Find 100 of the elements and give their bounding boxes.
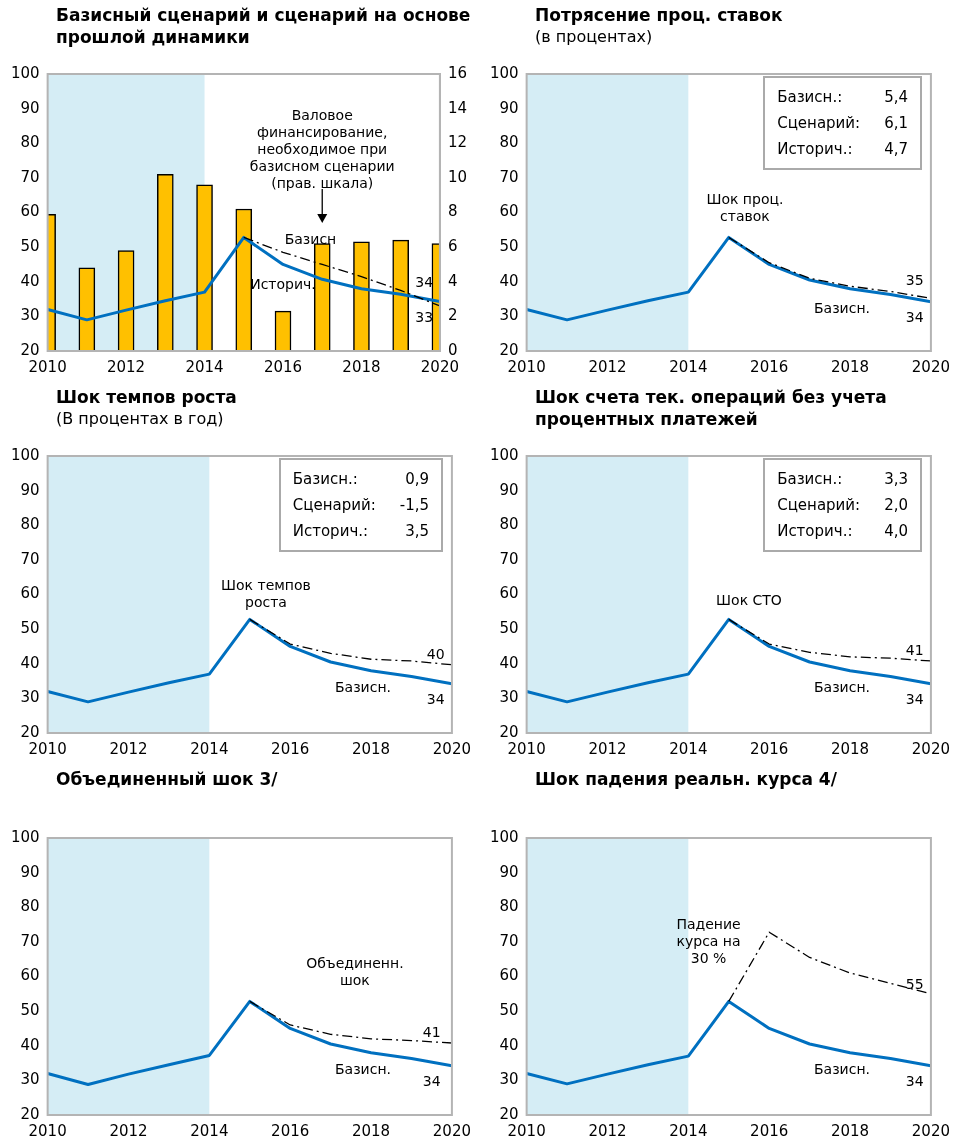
y-tick-label: 80 xyxy=(499,515,519,534)
y-tick-label: 20 xyxy=(499,1104,519,1123)
y-tick-label: 80 xyxy=(20,515,40,534)
x-tick-label: 2018 xyxy=(342,357,381,376)
y2-tick-label: 4 xyxy=(447,271,458,290)
y-tick-label: 20 xyxy=(499,340,519,359)
annotation: 34 xyxy=(422,1072,441,1089)
annotation: 41 xyxy=(422,1024,441,1041)
annotation: 34 xyxy=(905,1072,924,1089)
chart-subtitle: (в процентах) xyxy=(535,26,654,48)
x-tick-label: 2010 xyxy=(507,357,546,376)
x-tick-label: 2020 xyxy=(432,1121,472,1140)
chart-title: Шок счета тек. операций без учета процентных платежей xyxy=(535,386,888,430)
x-tick-label: 2014 xyxy=(190,1121,229,1140)
y-tick-label: 60 xyxy=(20,584,40,603)
y-tick-label: 40 xyxy=(499,653,519,672)
y-tick-label: 90 xyxy=(20,862,40,881)
annotation: 34 xyxy=(905,308,924,325)
y-tick-label: 40 xyxy=(20,653,40,672)
annotation: Базисн. xyxy=(813,300,870,317)
y2-tick-label: 0 xyxy=(447,340,458,359)
x-tick-label: 2020 xyxy=(432,739,472,758)
x-tick-label: 2012 xyxy=(588,739,627,758)
annotation: Валовое финансирование, необходимое при базисном сценарии (прав. шкала) xyxy=(249,107,395,192)
y-tick-label: 70 xyxy=(20,549,40,568)
x-tick-label: 2018 xyxy=(830,739,870,758)
y-tick-label: 40 xyxy=(499,1035,519,1054)
x-tick-label: 2020 xyxy=(911,739,951,758)
y-tick-label: 90 xyxy=(499,862,519,881)
y-tick-label: 90 xyxy=(499,480,519,499)
annotation: Объединенн. шок xyxy=(306,955,404,989)
line-series xyxy=(728,618,931,662)
y-tick-label: 60 xyxy=(20,202,40,221)
x-tick-label: 2020 xyxy=(420,357,460,376)
y-tick-label: 30 xyxy=(499,306,519,325)
y-tick-label: 70 xyxy=(499,549,519,568)
chart-title: Объединенный шок 3/ xyxy=(56,768,279,790)
annotation: Базисн. xyxy=(334,1060,391,1077)
y-tick-label: 50 xyxy=(20,1001,40,1020)
y-tick-label: 60 xyxy=(499,584,519,603)
y-tick-label: 50 xyxy=(499,619,519,638)
y-tick-label: 40 xyxy=(499,271,519,290)
chart-title: Потрясение проц. ставок xyxy=(535,4,784,26)
x-tick-label: 2012 xyxy=(106,357,146,376)
chart-title: Базисный сценарий и сценарий на основе прошлой динамики xyxy=(56,4,472,48)
x-tick-label: 2014 xyxy=(669,1121,708,1140)
y-tick-label: 20 xyxy=(20,722,40,741)
annotation: 34 xyxy=(415,274,434,291)
annotation: Шок проц. ставок xyxy=(706,191,784,225)
x-tick-label: 2020 xyxy=(911,357,951,376)
y-tick-label: 100 xyxy=(10,827,40,846)
x-tick-label: 2020 xyxy=(911,1121,951,1140)
y-tick-label: 60 xyxy=(499,966,519,985)
x-tick-label: 2016 xyxy=(750,1121,789,1140)
y-tick-label: 80 xyxy=(499,897,519,916)
y-tick-label: 30 xyxy=(20,1070,40,1089)
annotation: Шок темпов роста xyxy=(221,576,311,610)
x-tick-label: 2012 xyxy=(109,739,148,758)
y2-tick-label: 12 xyxy=(447,133,468,152)
chart-subtitle: (В процентах в год) xyxy=(56,408,225,430)
y2-tick-label: 14 xyxy=(447,98,468,117)
y-tick-label: 70 xyxy=(499,167,519,186)
x-tick-label: 2018 xyxy=(830,357,870,376)
y-tick-label: 50 xyxy=(499,237,519,256)
x-tick-label: 2012 xyxy=(109,1121,148,1140)
annotation: Базисн. xyxy=(334,678,391,695)
x-tick-label: 2016 xyxy=(750,739,789,758)
y-tick-label: 80 xyxy=(499,133,519,152)
y-tick-label: 20 xyxy=(20,340,40,359)
y-tick-label: 40 xyxy=(20,271,40,290)
chart-title: Шок темпов роста xyxy=(56,386,238,408)
annotation: 41 xyxy=(905,642,924,659)
x-tick-label: 2018 xyxy=(830,1121,870,1140)
annotation: 35 xyxy=(905,272,924,289)
y-tick-label: 70 xyxy=(20,931,40,950)
y-tick-label: 70 xyxy=(20,167,40,186)
y-tick-label: 100 xyxy=(489,827,519,846)
x-tick-label: 2016 xyxy=(271,1121,310,1140)
y-tick-label: 80 xyxy=(20,897,40,916)
x-tick-label: 2014 xyxy=(669,739,708,758)
chart-title: Шок падения реальн. курса 4/ xyxy=(535,768,838,790)
annotation: Историч. xyxy=(250,275,316,292)
annotation: 33 xyxy=(415,308,434,325)
y-tick-label: 90 xyxy=(499,98,519,117)
info-box: Базисн.: 3,3 Сценарий: 2,0 Историч.: 4,0 xyxy=(763,458,922,552)
annotation: 55 xyxy=(905,975,924,992)
y-tick-label: 60 xyxy=(499,202,519,221)
x-tick-label: 2014 xyxy=(669,357,708,376)
y-tick-label: 20 xyxy=(499,722,519,741)
y2-tick-label: 6 xyxy=(447,237,458,256)
x-tick-label: 2016 xyxy=(271,739,310,758)
line-series xyxy=(249,618,452,666)
x-tick-label: 2012 xyxy=(588,357,627,376)
y2-tick-label: 8 xyxy=(447,202,458,221)
y-tick-label: 50 xyxy=(499,1001,519,1020)
line-series xyxy=(249,1000,452,1044)
annotation: Падение курса на 30 % xyxy=(676,915,741,966)
y-tick-label: 30 xyxy=(20,306,40,325)
annotation: 34 xyxy=(905,690,924,707)
x-tick-label: 2018 xyxy=(351,1121,391,1140)
